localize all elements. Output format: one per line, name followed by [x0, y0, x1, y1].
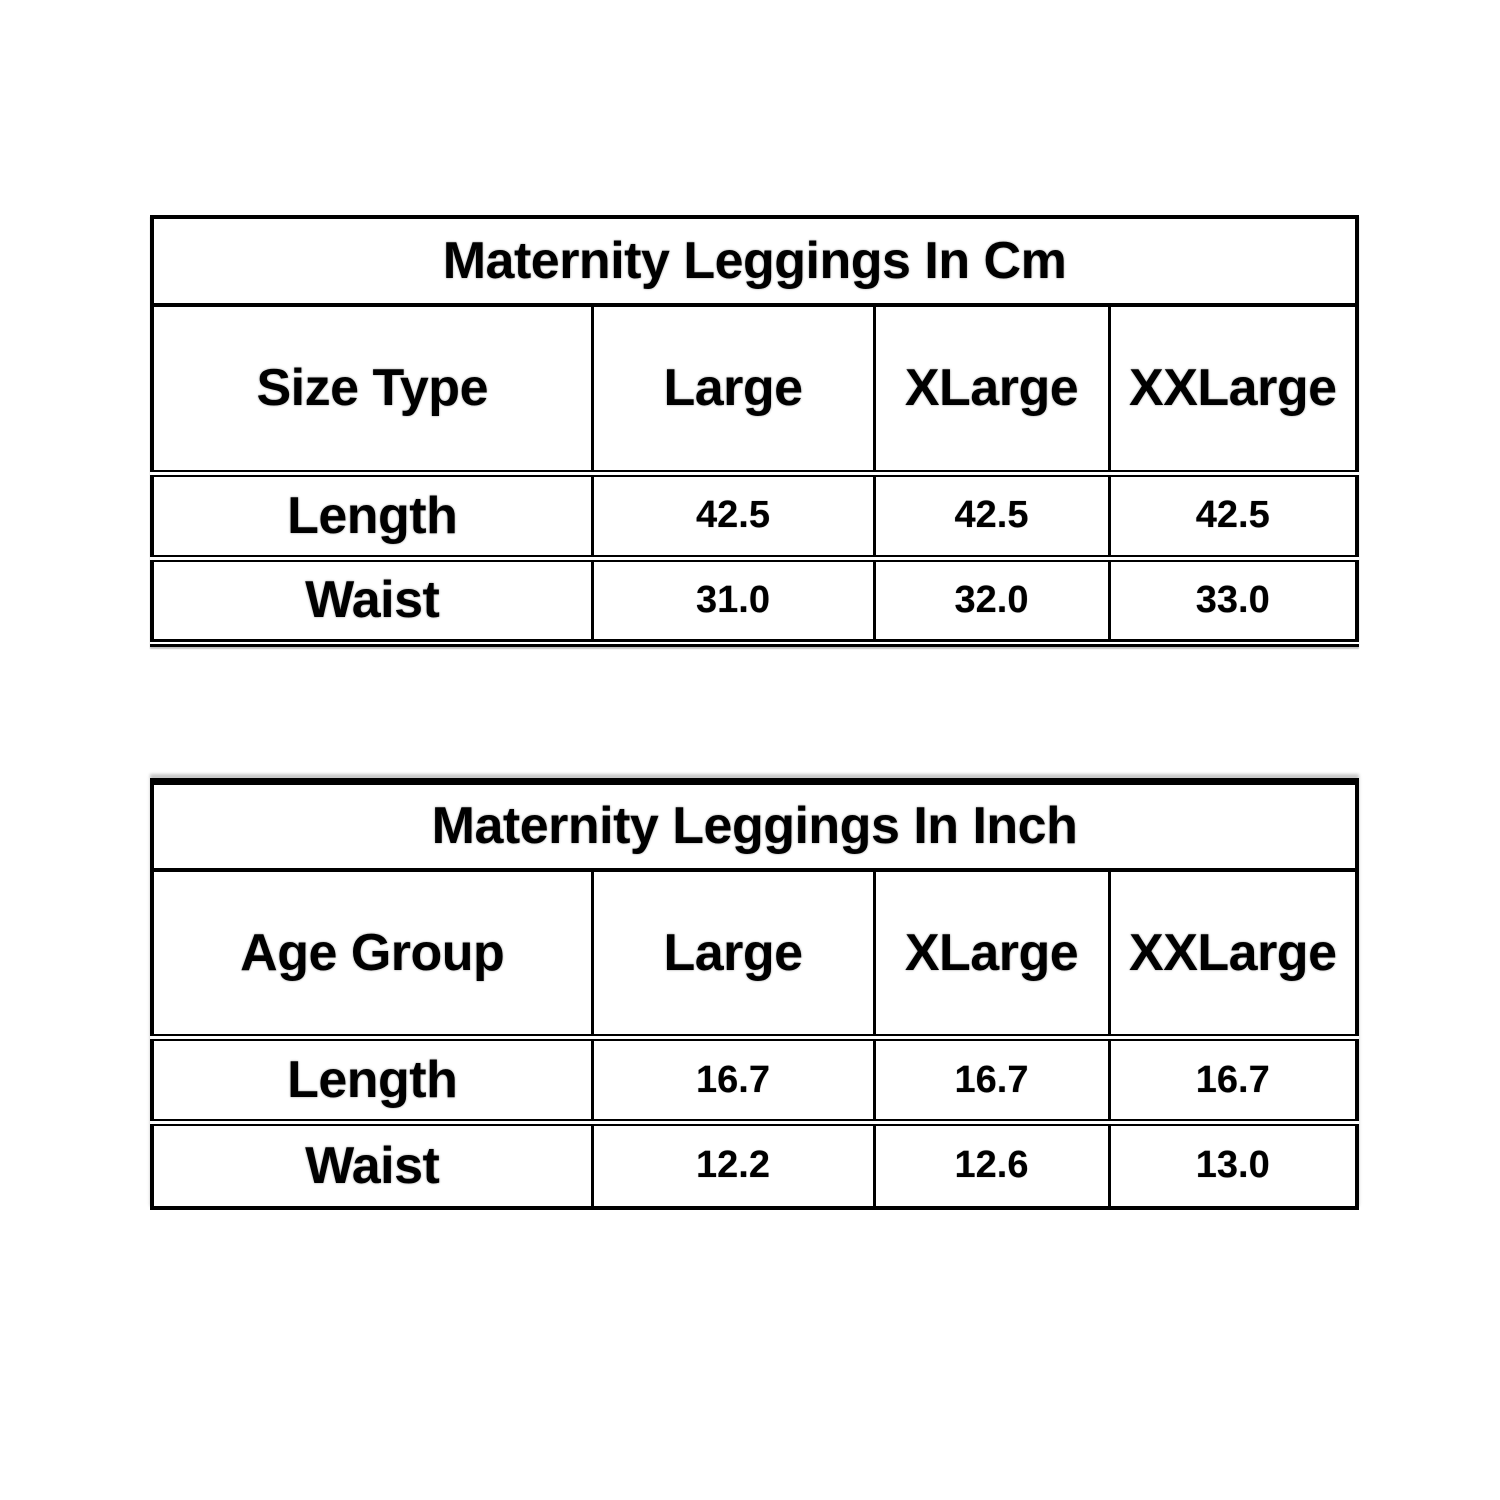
table-row: Waist 31.0 32.0 33.0 [150, 556, 1359, 645]
column-header-large: Large [590, 868, 876, 1041]
column-header-xxlarge: XXLarge [1107, 303, 1359, 477]
column-header-xlarge: XLarge [872, 303, 1111, 477]
table-row: Maternity Leggings In Inch [150, 780, 1359, 872]
table-title-inch: Maternity Leggings In Inch [150, 780, 1359, 872]
column-header-xxlarge: XXLarge [1107, 868, 1359, 1041]
value-cell: 16.7 [590, 1036, 876, 1126]
value-cell: 33.0 [1107, 556, 1359, 645]
value-cell: 42.5 [1107, 471, 1359, 562]
table-row: Age Group Large XLarge XXLarge [150, 868, 1359, 1041]
table-row: Waist 12.2 12.6 13.0 [150, 1121, 1359, 1209]
column-header-xlarge: XLarge [872, 868, 1111, 1041]
size-chart-table-inch: Maternity Leggings In Inch Age Group Lar… [150, 778, 1360, 1210]
table-row: Length 42.5 42.5 42.5 [150, 471, 1359, 562]
value-cell: 16.7 [1107, 1036, 1359, 1126]
table-row: Size Type Large XLarge XXLarge [150, 303, 1359, 477]
value-cell: 42.5 [872, 471, 1111, 562]
row-label-length: Length [150, 471, 594, 562]
value-cell: 42.5 [590, 471, 876, 562]
column-header-size-type: Size Type [150, 303, 594, 477]
column-header-age-group: Age Group [150, 868, 594, 1041]
table-title-cm: Maternity Leggings In Cm [150, 215, 1359, 307]
row-label-waist: Waist [150, 556, 594, 645]
value-cell: 12.2 [590, 1121, 876, 1209]
value-cell: 31.0 [590, 556, 876, 645]
value-cell: 13.0 [1107, 1121, 1359, 1209]
row-label-length: Length [150, 1036, 594, 1126]
column-header-large: Large [590, 303, 876, 477]
row-label-waist: Waist [150, 1121, 594, 1209]
table-row: Maternity Leggings In Cm [150, 215, 1359, 307]
table-row: Length 16.7 16.7 16.7 [150, 1036, 1359, 1126]
value-cell: 16.7 [872, 1036, 1111, 1126]
value-cell: 12.6 [872, 1121, 1111, 1209]
value-cell: 32.0 [872, 556, 1111, 645]
size-chart-table-cm: Maternity Leggings In Cm Size Type Large… [150, 215, 1360, 647]
